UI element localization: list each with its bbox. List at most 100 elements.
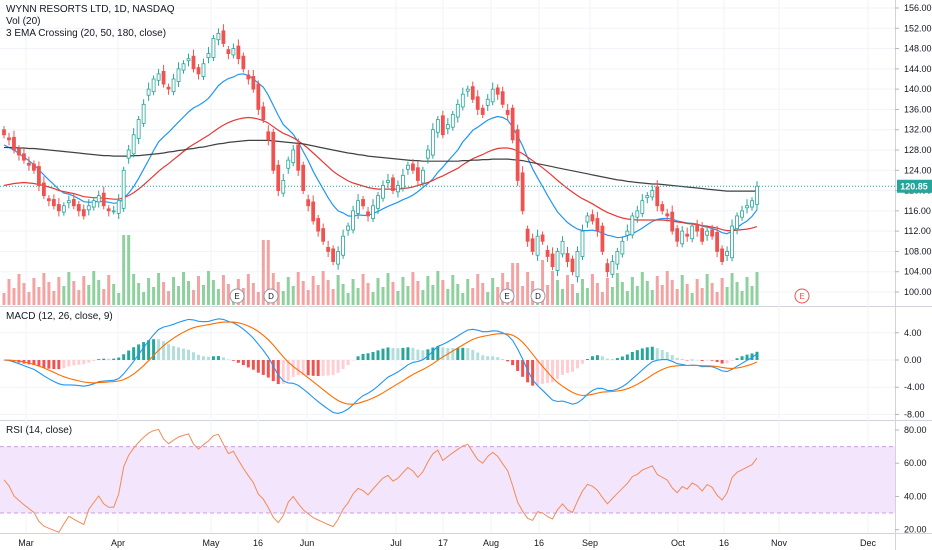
macd-histogram-bar (351, 360, 355, 361)
volume-bar (645, 281, 649, 305)
volume-bar (77, 290, 81, 305)
candle-body (32, 163, 36, 171)
macd-histogram-bar (640, 348, 644, 360)
macd-histogram-bar (531, 360, 535, 386)
volume-bar (546, 285, 550, 305)
volume-bar (311, 276, 315, 305)
volume-bar (521, 286, 525, 305)
macd-histogram-bar (356, 356, 360, 360)
macd-histogram-bar (172, 346, 176, 360)
volume-bar (72, 281, 76, 305)
macd-histogram-bar (32, 360, 36, 366)
event-marker (499, 288, 515, 304)
rsi-legend-title[interactable]: RSI (14, close) (6, 425, 73, 436)
macd-histogram-bar (196, 354, 200, 360)
macd-histogram-bar (281, 360, 285, 384)
macd-histogram-bar (590, 356, 594, 360)
last-price-text: 120.85 (900, 181, 928, 191)
candle-body (356, 200, 360, 214)
macd-histogram-bar (755, 351, 759, 360)
candle-body (745, 205, 749, 209)
rsi-tick-label: 20.00 (904, 525, 927, 535)
candle-body (420, 169, 425, 184)
volume-bar (421, 290, 425, 305)
candle-body (725, 251, 729, 256)
macd-histogram-bar (575, 360, 579, 369)
candle-body (156, 73, 161, 81)
volume-bar (690, 293, 694, 305)
candle-body (311, 201, 316, 222)
candle-body (555, 251, 560, 271)
candle-body (490, 88, 495, 103)
macd-histogram-bar (216, 356, 220, 360)
volume-bar (17, 274, 21, 305)
volume-bar (336, 275, 340, 305)
volume-bar (411, 272, 415, 305)
candle-body (430, 129, 435, 156)
candle-body (46, 198, 51, 202)
candle-body (226, 49, 231, 55)
candle-body (161, 70, 166, 85)
macd-histogram-bar (27, 360, 31, 365)
candle-body (86, 205, 91, 211)
volume-bar (321, 271, 325, 305)
price-tick-label: 108.00 (904, 246, 932, 256)
candle-body (196, 67, 201, 75)
candle-body (216, 32, 221, 41)
price-tick-label: 140.00 (904, 84, 932, 94)
price-tick-label: 124.00 (904, 165, 932, 175)
candle-body (595, 218, 600, 232)
candle-body (685, 233, 690, 237)
volume-bar (680, 275, 684, 305)
volume-bar (12, 288, 16, 305)
volume-bar (226, 284, 230, 305)
macd-histogram-bar (615, 358, 619, 360)
volume-bar (486, 292, 490, 305)
time-tick-label: Jul (390, 538, 402, 548)
volume-bar (42, 273, 46, 305)
candle-body (755, 185, 759, 205)
macd-legend-title[interactable]: MACD (12, 26, close, 9) (6, 311, 113, 322)
macd-histogram-bar (650, 346, 654, 360)
volume-bar (466, 279, 470, 305)
macd-histogram-bar (396, 348, 400, 360)
volume-bar (281, 291, 285, 305)
volume-bar (376, 278, 380, 305)
ema-legend-title[interactable]: 3 EMA Crossing (20, 50, 180, close) (6, 28, 167, 39)
volume-bar (745, 277, 749, 305)
volume-bar (511, 263, 515, 305)
macd-histogram-bar (366, 353, 370, 360)
candlesticks (2, 24, 759, 283)
price-tick-label: 116.00 (904, 206, 931, 216)
macd-histogram-bar (306, 360, 310, 376)
candle-body (211, 38, 216, 58)
volume-bar (451, 275, 455, 305)
volume-bar (291, 286, 295, 305)
candle-body (705, 230, 710, 236)
time-tick-label: 16 (534, 538, 544, 548)
time-tick-label: Dec (860, 538, 877, 548)
macd-histogram-bar (336, 360, 340, 373)
volume-bar (620, 282, 624, 305)
macd-histogram-bar (625, 354, 629, 360)
volume-bar (351, 279, 355, 305)
time-tick-label: Oct (671, 538, 686, 548)
macd-histogram-bar (261, 360, 265, 375)
volume-bar (566, 275, 569, 305)
candle-body (615, 251, 620, 265)
volume-legend-title[interactable]: Vol (20) (6, 16, 41, 27)
macd-histogram-bar (725, 360, 729, 364)
volume-bar (675, 289, 679, 305)
candle-body (465, 88, 470, 92)
candle-body (201, 63, 206, 77)
volume-bar (157, 273, 161, 305)
price-legend-title[interactable]: WYNN RESORTS LTD, 1D, NASDAQ (6, 4, 175, 15)
candle-body (37, 166, 41, 186)
candle-body (750, 200, 754, 208)
macd-histogram-bar (177, 347, 181, 360)
candle-body (730, 225, 734, 259)
volume-bar (665, 271, 669, 305)
candle-body (640, 200, 645, 214)
